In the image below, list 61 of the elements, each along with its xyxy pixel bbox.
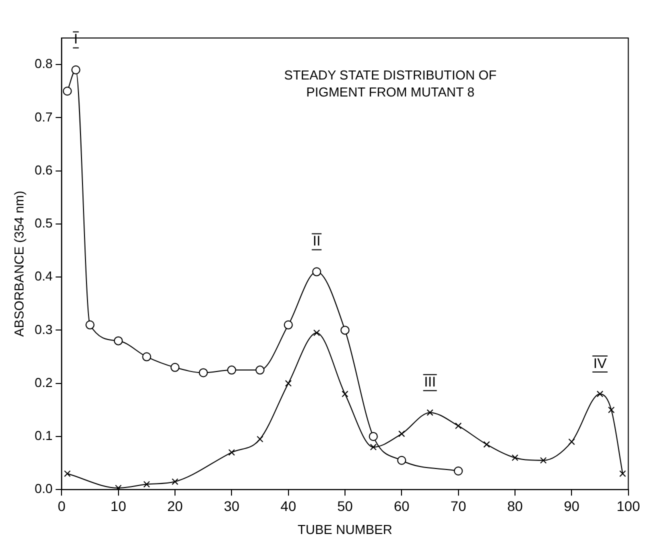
text: STEADY STATE DISTRIBUTION OF PIGMENT FROM MUTANT 8 (284, 68, 497, 100)
y-tick-label: 0.4 (34, 268, 53, 284)
point (256, 436, 264, 442)
point (512, 454, 518, 462)
point (342, 390, 348, 398)
annotation: III (424, 373, 436, 390)
x-tick-label: 10 (110, 498, 126, 514)
y-tick-label: 0.8 (34, 56, 53, 72)
point (313, 330, 320, 336)
point (143, 480, 150, 488)
x-tick-label: 50 (337, 498, 353, 514)
point (454, 466, 463, 476)
point (228, 449, 235, 456)
point (568, 438, 575, 446)
point (370, 444, 377, 450)
x-tick-label: 20 (167, 498, 183, 514)
point (368, 432, 378, 441)
point (608, 406, 615, 414)
point (86, 320, 95, 330)
y-tick-label: 0.5 (34, 216, 53, 231)
x-tick-label: 70 (450, 498, 466, 514)
y-axis-title: ABSORBANCE (354 nm) (11, 190, 26, 337)
point (455, 422, 462, 430)
y-tick-label: 0.0 (34, 481, 53, 496)
x-tick-label: 30 (224, 498, 240, 514)
x-tick-label: 100 (616, 498, 640, 514)
y-tick-label: 0.3 (34, 322, 53, 337)
point (540, 457, 547, 464)
y-tick-label: 0.7 (34, 109, 53, 124)
point (142, 352, 152, 362)
point (115, 484, 122, 490)
y-tick-label: 0.2 (34, 374, 53, 390)
point (198, 368, 208, 378)
point (170, 362, 180, 372)
annotation: II (312, 232, 321, 249)
point (71, 65, 80, 74)
point (483, 441, 490, 448)
x-tick-label: 40 (280, 498, 296, 514)
x-tick-label: 90 (564, 498, 580, 514)
x-axis-title: TUBE NUMBER (298, 522, 392, 537)
y-tick-label: 0.1 (34, 428, 53, 444)
point (256, 366, 264, 375)
annotation: IV (593, 354, 608, 371)
point (284, 320, 293, 330)
point (596, 390, 604, 398)
point (114, 336, 123, 346)
point (340, 326, 350, 335)
point (426, 409, 434, 416)
point (227, 366, 236, 375)
x-tick-label: 80 (507, 498, 523, 514)
point (398, 430, 405, 438)
point (285, 380, 292, 387)
point (64, 470, 71, 477)
y-tick-label: 0.6 (34, 162, 53, 178)
point (172, 478, 178, 485)
x-tick-label: 0 (58, 498, 66, 514)
point (397, 456, 406, 465)
point (312, 267, 322, 276)
point (619, 470, 626, 477)
x-tick-label: 60 (394, 498, 410, 514)
point (62, 86, 72, 96)
